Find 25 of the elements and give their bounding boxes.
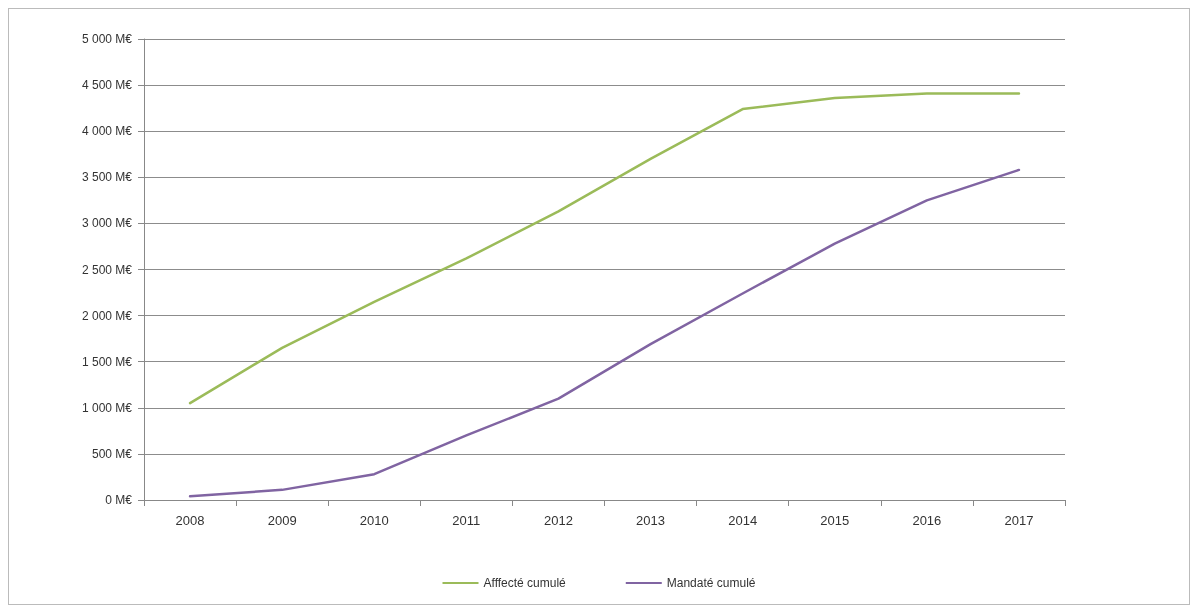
- x-tick-label: 2013: [636, 513, 666, 528]
- y-tick-label: 5 000 M€: [81, 32, 133, 46]
- x-tick-label: 2010: [359, 513, 389, 528]
- y-tick-label: 500 M€: [91, 446, 133, 461]
- y-tick-label: 2 000 M€: [81, 308, 133, 323]
- x-tick-label: 2017: [1004, 513, 1034, 528]
- x-tick-label: 2008: [175, 513, 205, 528]
- y-tick-label: 1 000 M€: [81, 400, 133, 415]
- line-series: [188, 92, 1021, 405]
- x-tick-label: 2009: [267, 513, 297, 528]
- y-tick-label: 2 500 M€: [81, 262, 133, 277]
- y-tick-label: 4 000 M€: [81, 124, 133, 139]
- x-tick-label: 2011: [452, 513, 481, 528]
- y-tick-label: 0 M€: [105, 493, 133, 507]
- legend-label: Mandaté cumulé: [666, 576, 756, 590]
- x-tick-label: 2014: [728, 513, 758, 528]
- x-tick-label: 2015: [820, 513, 850, 528]
- x-tick-label: 2016: [912, 513, 942, 528]
- y-tick-label: 3 500 M€: [81, 170, 133, 185]
- legend-label: Afffecté cumulé: [483, 576, 567, 590]
- line-series: [188, 168, 1021, 498]
- y-tick-label: 1 500 M€: [81, 354, 133, 369]
- y-tick-label: 3 000 M€: [81, 216, 133, 231]
- y-tick-label: 4 500 M€: [81, 78, 133, 93]
- x-tick-label: 2012: [543, 513, 573, 528]
